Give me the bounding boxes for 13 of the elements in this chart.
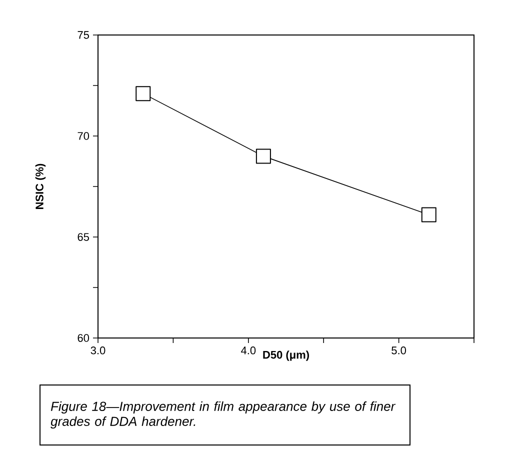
- y-tick-label: 70: [78, 132, 90, 140]
- y-tick-label: 75: [78, 31, 89, 39]
- y-axis-title: NSIC (%): [35, 164, 46, 209]
- caption: Figure 18—Improvement in film appearance by use of finer grades of DDA hardener.: [50, 401, 396, 429]
- x-tick-label: 5.0: [392, 346, 406, 354]
- point: [421, 207, 436, 222]
- x-axis-title: D50 (μm): [263, 350, 309, 361]
- y-tick-label: 65: [78, 233, 89, 241]
- x-tick-label: 3.0: [90, 346, 106, 354]
- point: [136, 86, 151, 102]
- y-tick-label: 60: [78, 334, 90, 342]
- point: [256, 148, 271, 164]
- x-tick-label: 4.0: [241, 346, 256, 354]
